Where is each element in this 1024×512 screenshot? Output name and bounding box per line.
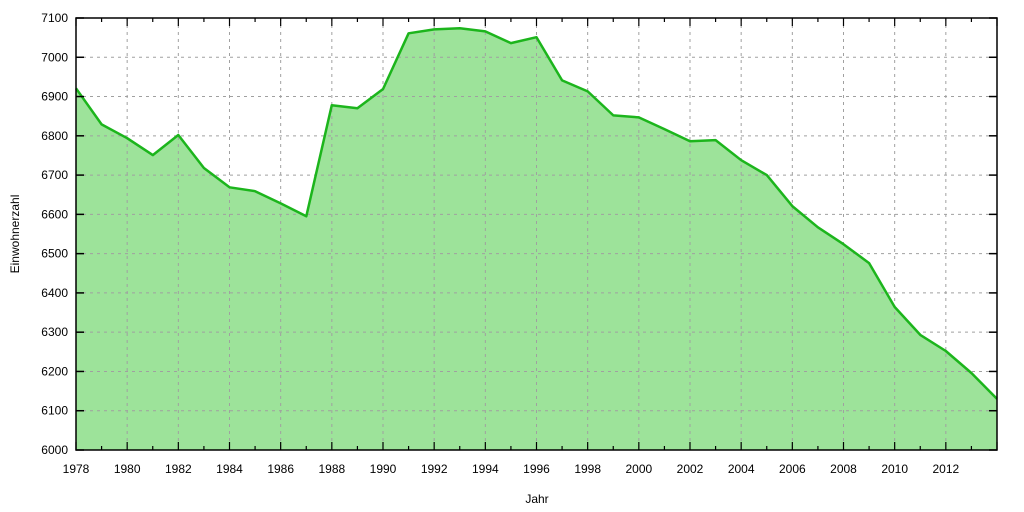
x-tick-label: 1996 [523,462,550,476]
x-tick-label: 2006 [779,462,806,476]
y-tick-label: 6700 [41,168,68,182]
x-tick-label: 2000 [625,462,652,476]
population-area [76,28,997,450]
grid [76,18,997,450]
y-tick-label: 7000 [41,50,68,64]
x-tick-label: 2002 [677,462,704,476]
x-tick-label: 1994 [472,462,499,476]
y-tick-label: 6200 [41,364,68,378]
x-tick-label: 1984 [216,462,243,476]
x-tick-label: 1986 [267,462,294,476]
x-tick-label: 1988 [318,462,345,476]
x-tick-label: 2012 [932,462,959,476]
x-tick-label: 1998 [574,462,601,476]
axis-ticks [75,17,998,451]
y-tick-label: 6300 [41,325,68,339]
y-tick-label: 6100 [41,404,68,418]
x-tick-label: 1978 [63,462,90,476]
y-tick-label: 6500 [41,247,68,261]
y-tick-label: 6800 [41,129,68,143]
y-tick-label: 6400 [41,286,68,300]
x-axis-label: Jahr [525,492,548,506]
x-tick-label: 1990 [370,462,397,476]
x-tick-label: 2008 [830,462,857,476]
x-tick-label: 1992 [421,462,448,476]
y-tick-label: 6000 [41,443,68,457]
y-tick-label: 6600 [41,207,68,221]
x-tick-label: 1982 [165,462,192,476]
y-tick-labels: 6000 6100 6200 6300 6400 6500 6600 6700 6800 6900… [41,11,68,457]
x-tick-label: 2004 [728,462,755,476]
x-tick-label: 2010 [881,462,908,476]
y-axis-label: Einwohnerzahl [8,195,22,274]
y-tick-label: 6900 [41,90,68,104]
y-tick-label: 7100 [41,11,68,25]
x-tick-labels: 1978 1980 1982 1984 1986 1988 1990 1992 1994 1996… [63,462,960,476]
x-tick-label: 1980 [114,462,141,476]
